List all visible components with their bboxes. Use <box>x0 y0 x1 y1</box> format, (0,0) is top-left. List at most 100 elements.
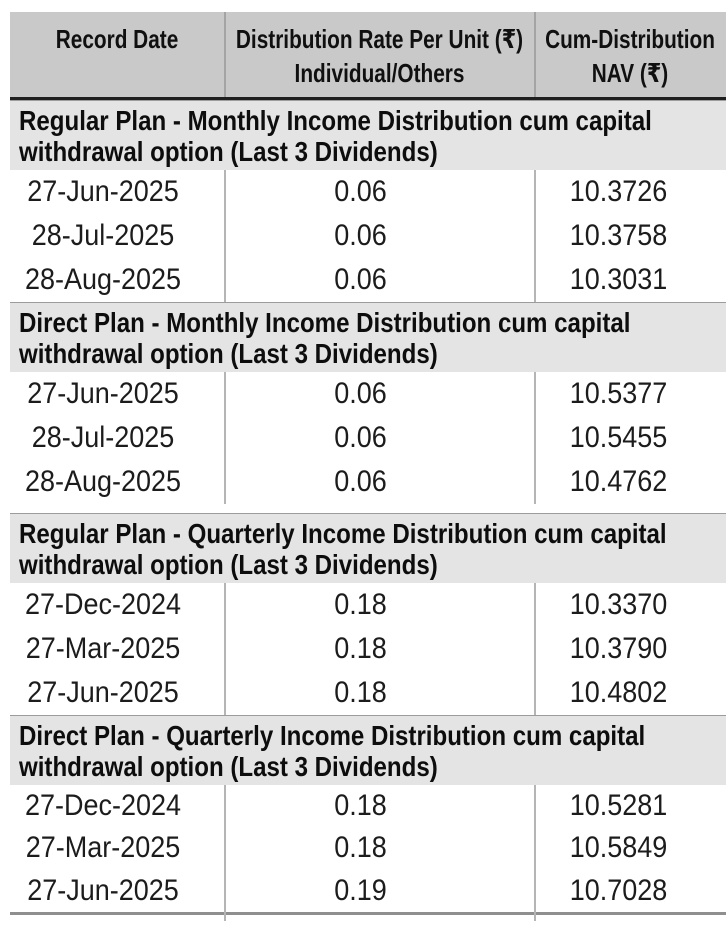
table-row: 27-Jun-2025 0.06 10.3726 <box>10 170 726 214</box>
rate-cell: 0.19 <box>226 869 536 912</box>
rate-value: 0.06 <box>334 263 387 296</box>
rate-cell: 0.18 <box>226 627 536 671</box>
record-date-value: 28-Aug-2025 <box>24 465 182 498</box>
rate-value: 0.18 <box>334 676 387 709</box>
nav-cell: 10.3790 <box>536 627 726 671</box>
nav-value: 10.5281 <box>569 789 668 823</box>
column-divider-overhang <box>224 912 226 921</box>
nav-value: 10.3790 <box>569 632 668 665</box>
record-date-value: 27-Jun-2025 <box>27 676 179 709</box>
section-rows-direct-quarterly: 27-Dec-2024 0.18 10.5281 27-Mar-2025 0.1… <box>10 785 726 912</box>
rate-value: 0.18 <box>334 789 387 823</box>
nav-value: 10.5377 <box>569 377 668 410</box>
nav-value: 10.7028 <box>569 873 668 907</box>
table-row: 28-Aug-2025 0.06 10.3031 <box>10 258 726 302</box>
record-date-cell: 27-Jun-2025 <box>10 671 226 715</box>
record-date-cell: 27-Dec-2024 <box>10 785 226 828</box>
rate-value: 0.06 <box>334 377 387 410</box>
record-date-cell: 27-Jun-2025 <box>10 170 226 214</box>
table-row: 28-Aug-2025 0.06 10.4762 <box>10 460 726 504</box>
rate-cell: 0.18 <box>226 827 536 870</box>
rate-value: 0.06 <box>334 175 387 208</box>
nav-cell: 10.4762 <box>536 460 726 504</box>
record-date-cell: 27-Mar-2025 <box>10 627 226 671</box>
rate-value: 0.06 <box>334 219 387 252</box>
nav-cell: 10.4802 <box>536 671 726 715</box>
record-date-cell: 27-Jun-2025 <box>10 869 226 912</box>
record-date-cell: 28-Jul-2025 <box>10 416 226 460</box>
section-title-direct-quarterly: Direct Plan - Quarterly Income Distribut… <box>10 715 726 785</box>
rate-cell: 0.18 <box>226 583 536 627</box>
col-header-distribution-rate: Distribution Rate Per Unit (₹) Individua… <box>226 12 536 97</box>
rate-cell: 0.06 <box>226 170 536 214</box>
nav-cell: 10.5455 <box>536 416 726 460</box>
nav-value: 10.3370 <box>569 588 668 621</box>
nav-value: 10.3726 <box>569 175 668 208</box>
table-row: 27-Jun-2025 0.06 10.5377 <box>10 372 726 416</box>
rate-label-line2: Individual/Others <box>294 58 465 88</box>
record-date-value: 27-Jun-2025 <box>27 377 179 410</box>
nav-cell: 10.3370 <box>536 583 726 627</box>
record-date-value: 27-Jun-2025 <box>27 175 179 208</box>
record-date-value: 28-Aug-2025 <box>24 263 182 296</box>
nav-cell: 10.5281 <box>536 785 726 827</box>
record-date-cell: 27-Mar-2025 <box>10 827 226 870</box>
record-date-value: 27-Jun-2025 <box>27 873 179 907</box>
nav-cell: 10.3726 <box>536 170 726 214</box>
column-divider-overhang <box>534 912 536 921</box>
nav-value: 10.4762 <box>569 465 668 498</box>
record-date-value: 28-Jul-2025 <box>31 219 175 252</box>
nav-cell: 10.5377 <box>536 372 726 416</box>
section-title-text: Regular Plan - Monthly Income Distributi… <box>19 105 652 167</box>
section-title-text: Direct Plan - Monthly Income Distributio… <box>19 307 631 369</box>
table-row: 28-Jul-2025 0.06 10.5455 <box>10 416 726 460</box>
section-title-text: Direct Plan - Quarterly Income Distribut… <box>19 720 646 782</box>
table-row: 27-Dec-2024 0.18 10.3370 <box>10 583 726 627</box>
section-rows-regular-quarterly: 27-Dec-2024 0.18 10.3370 27-Mar-2025 0.1… <box>10 583 726 715</box>
rate-label-line1: Distribution Rate Per Unit (₹) <box>235 24 524 54</box>
nav-value: 10.3758 <box>569 219 668 252</box>
rate-cell: 0.06 <box>226 258 536 302</box>
rate-value: 0.06 <box>334 421 387 454</box>
col-header-record-date: Record Date <box>10 12 226 97</box>
table-row: 27-Mar-2025 0.18 10.3790 <box>10 627 726 671</box>
nav-value: 10.4802 <box>569 676 668 709</box>
section-title-regular-monthly: Regular Plan - Monthly Income Distributi… <box>10 100 726 170</box>
record-date-cell: 28-Aug-2025 <box>10 460 226 504</box>
record-date-cell: 27-Jun-2025 <box>10 372 226 416</box>
section-title-direct-monthly: Direct Plan - Monthly Income Distributio… <box>10 302 726 372</box>
rate-cell: 0.06 <box>226 214 536 258</box>
nav-cell: 10.3031 <box>536 258 726 302</box>
rate-cell: 0.06 <box>226 460 536 504</box>
record-date-cell: 28-Aug-2025 <box>10 258 226 302</box>
table-bottom-rule <box>10 912 726 915</box>
table-row: 28-Jul-2025 0.06 10.3758 <box>10 214 726 258</box>
rate-value: 0.06 <box>334 465 387 498</box>
record-date-cell: 27-Dec-2024 <box>10 583 226 627</box>
rate-value: 0.19 <box>334 873 387 907</box>
rate-cell: 0.06 <box>226 372 536 416</box>
section-rows-direct-monthly: 27-Jun-2025 0.06 10.5377 28-Jul-2025 0.0… <box>10 372 726 504</box>
section-title-regular-quarterly: Regular Plan - Quarterly Income Distribu… <box>10 513 726 583</box>
rate-value: 0.18 <box>334 632 387 665</box>
rate-value: 0.18 <box>334 831 387 865</box>
nav-cell: 10.7028 <box>536 870 726 912</box>
table-row: 27-Mar-2025 0.18 10.5849 <box>10 827 726 870</box>
rate-cell: 0.18 <box>226 671 536 715</box>
nav-value: 10.5849 <box>569 831 668 865</box>
cum-nav-label: Cum-Distribution NAV (₹) <box>545 24 715 88</box>
section-title-text: Regular Plan - Quarterly Income Distribu… <box>19 518 667 580</box>
record-date-value: 27-Mar-2025 <box>25 632 181 665</box>
record-date-value: 27-Mar-2025 <box>25 831 181 865</box>
record-date-value: 28-Jul-2025 <box>31 421 175 454</box>
nav-cell: 10.3758 <box>536 214 726 258</box>
rate-cell: 0.18 <box>226 785 536 828</box>
rate-value: 0.18 <box>334 588 387 621</box>
nav-value: 10.5455 <box>569 421 668 454</box>
table-row: 27-Jun-2025 0.19 10.7028 <box>10 869 726 912</box>
table-row: 27-Dec-2024 0.18 10.5281 <box>10 785 726 828</box>
section-rows-regular-monthly: 27-Jun-2025 0.06 10.3726 28-Jul-2025 0.0… <box>10 170 726 302</box>
record-date-value: 27-Dec-2024 <box>24 789 182 823</box>
record-date-label: Record Date <box>55 24 179 54</box>
